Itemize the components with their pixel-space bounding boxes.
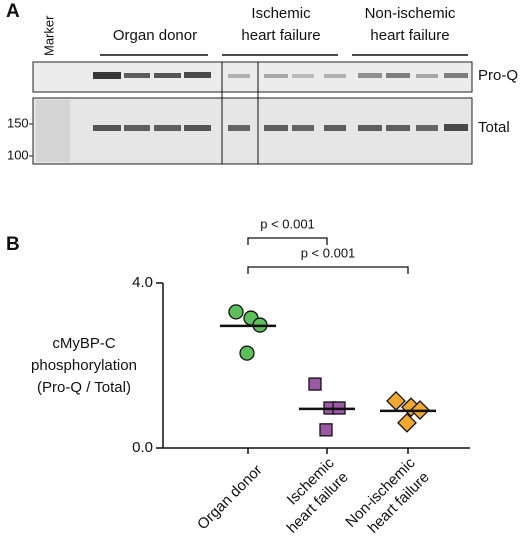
row-label: Pro-Q	[478, 67, 518, 84]
significance-bracket	[247, 266, 409, 274]
panel-label: B	[6, 234, 20, 255]
point	[397, 412, 417, 433]
bands	[93, 72, 468, 131]
marker-label: Marker	[41, 15, 56, 56]
marker-lane	[36, 100, 70, 162]
panel-label: A	[6, 1, 20, 22]
size-marker: 100-	[7, 147, 33, 162]
significance-label: p < 0.001	[301, 245, 356, 260]
y-tick-label: 0.0	[132, 439, 153, 456]
x-tick-label: Non-ischemicheart failure	[342, 454, 433, 544]
x-tick-label: Organ donor	[194, 462, 266, 534]
group-label: Ischemic heart failure	[241, 5, 320, 44]
point	[319, 423, 333, 437]
size-marker: 150-	[7, 115, 33, 130]
group-label: Non-ischemic heart failure	[365, 5, 456, 44]
point	[239, 345, 255, 361]
y-tick-label: 4.0	[132, 274, 153, 291]
x-tick-label: Ischemicheart failure	[270, 454, 353, 537]
significance-bracket	[247, 237, 328, 245]
point	[308, 377, 322, 391]
point	[228, 304, 244, 320]
group-label: Organ donor	[113, 27, 197, 44]
significance-label: p < 0.001	[260, 216, 315, 231]
blot	[32, 54, 473, 165]
y-axis-label: cMyBP-C phosphorylation (Pro-Q / Total)	[31, 335, 137, 396]
row-label: Total	[478, 119, 510, 136]
